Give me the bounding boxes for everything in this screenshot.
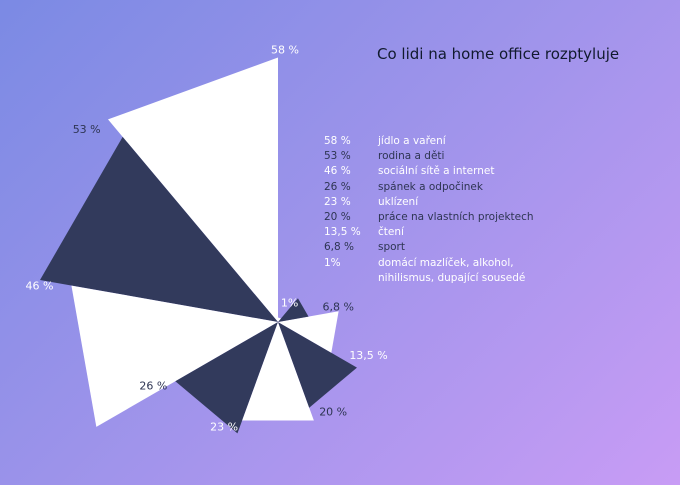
legend-label: spánek a odpočinek [378, 180, 483, 193]
data-label: 1% [281, 297, 298, 310]
legend-value: 1% [324, 256, 341, 269]
pie-slice [39, 136, 278, 322]
legend-label: uklízení [378, 195, 419, 208]
legend-item: 58 % jídlo a vaření [324, 134, 538, 149]
data-label: 13,5 % [349, 349, 387, 362]
legend-label: práce na vlastních projektech [378, 211, 534, 224]
legend-item: 1% domácí mazlíček, alkohol, nihilismus,… [324, 256, 538, 286]
legend-item: 6,8 % sport [324, 240, 538, 255]
pie-slice [71, 285, 278, 427]
legend-label: rodina a děti [378, 150, 445, 163]
legend-label: čtení [378, 226, 404, 239]
legend-value: 20 % [324, 211, 351, 224]
legend-label: sport [378, 241, 405, 254]
pie-slice [278, 317, 281, 322]
legend-value: 23 % [324, 195, 351, 208]
pie-slice [107, 57, 278, 323]
legend-value: 53 % [324, 150, 351, 163]
legend-value: 46 % [324, 165, 351, 178]
data-label: 46 % [25, 280, 53, 293]
legend-item: 46 % sociální sítě a internet [324, 164, 538, 179]
data-label: 20 % [319, 406, 347, 419]
legend-item: 23 % uklízení [324, 195, 538, 210]
pie-slice [175, 322, 278, 434]
pie-slice [242, 322, 314, 421]
legend-value: 6,8 % [324, 241, 355, 254]
pie-slice [278, 322, 357, 408]
data-label: 26 % [139, 379, 167, 392]
data-label: 23 % [210, 421, 238, 434]
data-label: 6,8 % [323, 301, 354, 314]
chart-title: Co lidi na home office rozptyluje [377, 45, 620, 63]
legend-label: jídlo a vaření [378, 135, 446, 147]
legend-item: 26 % spánek a odpočinek [324, 180, 538, 195]
legend-label: sociální sítě a internet [378, 165, 495, 178]
legend: 58 % jídlo a vaření 53 % rodina a děti 4… [324, 134, 538, 286]
data-label: 53 % [73, 123, 101, 136]
pie-slice [278, 311, 339, 353]
legend-item: 13,5 % čtení [324, 225, 538, 240]
legend-label: domácí mazlíček, alkohol, nihilismus, du… [378, 256, 526, 284]
legend-value: 26 % [324, 180, 351, 193]
pie-slice [278, 298, 309, 322]
legend-value: 13,5 % [324, 226, 361, 239]
data-label: 58 % [271, 44, 299, 57]
legend-item: 20 % práce na vlastních projektech [324, 210, 538, 225]
legend-value: 58 % [324, 135, 351, 147]
legend-item: 53 % rodina a děti [324, 149, 538, 164]
